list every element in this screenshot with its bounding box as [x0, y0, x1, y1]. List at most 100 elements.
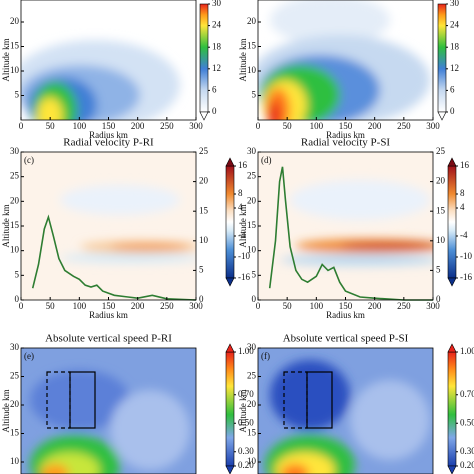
colorbar-tick-label: 18 [212, 41, 222, 51]
y-axis-label: Altitude km [1, 204, 11, 247]
colorbar-tick-label: 24 [450, 20, 460, 30]
x-tick-label: 50 [46, 301, 56, 311]
y-tick-label: 15 [247, 41, 257, 51]
panel-title: Radial velocity P-SI [301, 137, 391, 149]
x-tick-label: 150 [102, 121, 116, 131]
colorbar-tick-label: 0.50 [460, 417, 474, 427]
colorbar-tick-label: 16 [460, 160, 470, 170]
colorbar-end [199, 111, 209, 121]
x-tick-label: 100 [310, 301, 324, 311]
colorbar-end [437, 111, 447, 121]
colorbar-tick-label: 0.30 [460, 446, 474, 456]
x-tick-label: 300 [189, 121, 203, 131]
x-tick-label: 0 [256, 121, 261, 131]
colorbar-tick-label: 0.70 [460, 389, 474, 399]
y2-tick-label: 10 [436, 235, 446, 245]
y-tick-label: 5 [15, 90, 20, 100]
y2-tick-label: 0 [199, 294, 204, 304]
y-tick-label: 5 [15, 269, 20, 279]
field [258, 152, 433, 300]
colorbar-tick-label: 0.20 [238, 460, 254, 470]
field [21, 0, 196, 120]
x-tick-label: 100 [310, 121, 324, 131]
y-axis-label: Altitude km [1, 389, 11, 432]
x-tick-label: 100 [73, 301, 87, 311]
y-tick-label: 25 [10, 171, 20, 181]
y-tick-label: 15 [10, 220, 20, 230]
y-tick-label: 5 [252, 90, 257, 100]
y-tick-label: 25 [247, 171, 257, 181]
plot-frame [20, 347, 197, 474]
y-tick-label: 25 [247, 371, 257, 381]
y-tick-label: 15 [10, 41, 20, 51]
y-tick-label: 5 [252, 269, 257, 279]
x-tick-label: 100 [73, 121, 87, 131]
y-tick-label: 25 [10, 371, 20, 381]
y-tick-label: 0 [252, 294, 257, 304]
x-tick-label: 200 [131, 301, 145, 311]
colorbar-tick-label: 4 [460, 202, 465, 212]
x-tick-label: 0 [19, 121, 24, 131]
colorbar-tick-label: 4 [238, 202, 243, 212]
colorbar-end [447, 157, 457, 167]
y-axis-label: Altitude km [238, 204, 248, 247]
x-tick-label: 300 [426, 301, 440, 311]
x-tick-label: 300 [189, 301, 203, 311]
field [21, 348, 196, 474]
colorbar-tick-label: 8 [460, 188, 465, 198]
plot-frame [257, 347, 434, 474]
colorbar-tick-label: -16 [238, 272, 250, 282]
colorbar-tick-label: -10 [460, 251, 472, 261]
x-tick-label: 50 [283, 301, 293, 311]
colorbar-tick-label: 0.70 [238, 389, 254, 399]
field [258, 0, 433, 120]
x-tick-label: 200 [368, 121, 382, 131]
x-axis-label: Radius km [326, 130, 365, 140]
y2-tick-label: 10 [199, 235, 209, 245]
y-tick-label: 10 [10, 65, 20, 75]
colorbar-tick-label: 0.50 [238, 417, 254, 427]
colorbar-end [225, 465, 235, 474]
box [306, 371, 333, 429]
y-tick-label: 10 [10, 456, 20, 466]
y2-tick-label: 25 [436, 146, 446, 156]
y2-tick-label: 15 [199, 205, 209, 215]
x-tick-label: 200 [368, 301, 382, 311]
colorbar [447, 165, 457, 279]
y2-tick-label: 5 [199, 264, 204, 274]
y2-tick-label: 20 [436, 176, 446, 186]
y2-tick-label: 20 [199, 176, 209, 186]
colorbar-tick-label: 0 [450, 106, 455, 116]
panel-label: (e) [24, 351, 34, 361]
x-tick-label: 250 [160, 121, 174, 131]
panel-label: (f) [261, 351, 270, 361]
y-tick-label: 10 [247, 456, 257, 466]
colorbar [437, 3, 447, 113]
y-axis-label: Altitude km [238, 389, 248, 432]
colorbar-end [225, 157, 235, 167]
colorbar-tick-label: 12 [450, 63, 459, 73]
y-tick-label: 10 [247, 245, 257, 255]
colorbar-end [447, 465, 457, 474]
y-tick-label: 20 [247, 399, 257, 409]
y2-tick-label: 0 [436, 294, 441, 304]
y-tick-label: 15 [10, 428, 20, 438]
colorbar-tick-label: 6 [450, 84, 455, 94]
y2-tick-label: 5 [436, 264, 441, 274]
y-tick-label: 30 [10, 342, 20, 352]
y-tick-label: 10 [247, 65, 257, 75]
colorbar [225, 165, 235, 279]
colorbar-tick-label: -4 [460, 230, 468, 240]
x-axis-label: Radius km [326, 310, 365, 320]
colorbar-end [447, 343, 457, 353]
x-axis-label: Radius km [89, 130, 128, 140]
y-tick-label: 20 [247, 16, 257, 26]
x-tick-label: 150 [339, 121, 353, 131]
x-tick-label: 250 [397, 121, 411, 131]
colorbar-tick-label: 1.00 [460, 346, 474, 356]
x-tick-label: 200 [131, 121, 145, 131]
panel-title: Radial velocity P-RI [63, 137, 154, 149]
x-tick-label: 150 [102, 301, 116, 311]
colorbar-tick-label: 0.30 [238, 446, 254, 456]
